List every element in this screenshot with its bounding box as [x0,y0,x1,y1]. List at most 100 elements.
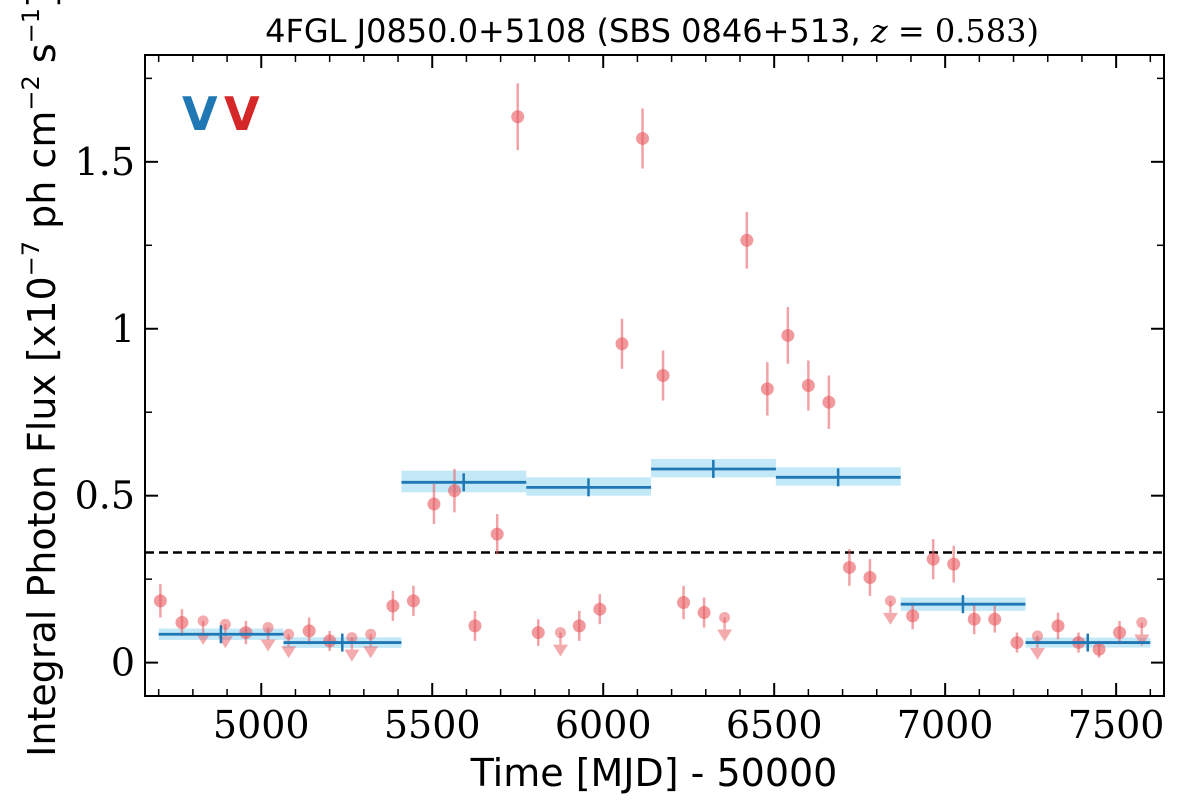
data-marker [153,594,167,608]
upper-limit-3 [281,628,297,659]
upper-limits [195,595,1150,662]
data-marker [447,484,461,498]
data-marker [572,619,586,633]
x-tick-label-5: 7500 [1068,703,1165,747]
data-point-5 [386,590,400,621]
data-marker [906,609,920,623]
data-marker [386,599,400,613]
data-point-31 [988,605,1002,633]
data-point-15 [615,318,629,369]
data-point-10 [490,514,504,555]
plot-frame [144,54,1165,697]
ylabel-mid: ph cm [20,111,64,241]
y-tick-label-0: 0 [111,641,135,685]
title-main: 4FGL J0850.0+5108 (SBS 0846+513, [265,12,871,50]
data-point-24 [822,375,836,429]
data-point-19 [697,597,711,628]
data-marker [677,596,691,610]
data-marker [822,395,836,409]
data-point-21 [760,362,774,416]
data-point-25 [842,549,856,586]
y-tick-label-1: 0.5 [75,474,135,518]
data-marker [781,328,795,342]
block-lines [158,459,1151,652]
svg-text:4FGL J0850.0+5108 (SBS 0846+51: 4FGL J0850.0+5108 (SBS 0846+513, z = 0.5… [265,12,1039,50]
data-point-11 [511,83,525,151]
data-point-36 [1113,620,1127,645]
data-point-1 [175,609,189,636]
x-tick-label-1: 5500 [384,703,481,747]
data-marker [511,110,525,124]
data-marker [801,379,815,393]
data-point-4 [323,630,337,651]
x-axis-label: Time [MJD] - 50000 [470,751,838,795]
data-marker [842,560,856,574]
data-point-3 [302,617,316,645]
data-point-33 [1051,612,1065,640]
upper-limit-arrow [717,629,733,642]
data-marker [947,557,961,571]
legend-blue-mark: V [182,87,218,141]
data-marker [302,624,316,638]
data-point-23 [801,360,815,411]
ticks: 5000 5500 6000 6500 7000 7500 0 0.5 1 1.5 [75,55,1165,747]
upper-limit-arrow [1029,647,1045,660]
data-point-16 [636,108,650,169]
data-point-6 [406,585,420,616]
data-point-13 [572,610,586,641]
y-axis-label: Integral Photon Flux [x10−7 ph cm−2 s−1] [17,0,64,757]
data-point-26 [863,559,877,596]
y-tick-label-3: 1.5 [75,140,135,184]
legend: V V [182,87,260,141]
data-marker [468,619,482,633]
ylabel-close: ] [20,0,64,8]
title-eq: = 0.583) [888,12,1039,50]
data-marker [1010,636,1024,650]
ylabel-sup3: −1 [17,8,45,43]
upper-limit-arrow [552,644,568,657]
x-tick-label-4: 7000 [897,703,994,747]
block-line-3 [526,478,652,497]
upper-limit-5 [363,628,379,659]
data-marker [863,570,877,584]
upper-limit-7 [717,612,733,642]
data-marker [615,337,629,351]
block-line-5 [775,468,901,487]
data-point-32 [1010,632,1024,653]
data-point-18 [677,585,691,620]
x-tick-label-0: 5000 [213,703,310,747]
data-marker [427,497,441,511]
data-point-8 [447,468,461,513]
data-marker [406,594,420,608]
data-points [153,83,1127,658]
block-line-7 [1025,633,1151,652]
upper-limit-arrow [281,646,297,659]
upper-limit-0 [195,615,211,645]
data-marker [593,602,607,616]
data-point-0 [153,584,167,618]
block-line-0 [158,625,284,644]
chart-title: 4FGL J0850.0+5108 (SBS 0846+513, z = 0.5… [265,12,1039,50]
data-point-2 [239,620,253,645]
data-point-20 [740,211,754,269]
data-marker [1051,619,1065,633]
x-tick-label-2: 6000 [555,703,652,747]
data-marker [926,552,940,566]
block-line-2 [401,473,527,492]
x-tick-label-3: 6500 [726,703,823,747]
block-line-6 [900,595,1026,614]
data-marker [239,626,253,640]
upper-limit-arrow [1134,634,1150,647]
upper-limit-arrow [260,639,276,652]
axes [144,54,1165,697]
data-point-30 [967,604,981,635]
upper-limit-arrow [363,646,379,659]
legend-red-mark: V [224,87,260,141]
data-marker [636,131,650,145]
upper-limit-8 [882,595,898,625]
upper-limit-arrow [882,612,898,625]
data-marker [760,382,774,396]
upper-limit-6 [552,627,568,657]
ylabel-sup2: −2 [17,75,45,110]
